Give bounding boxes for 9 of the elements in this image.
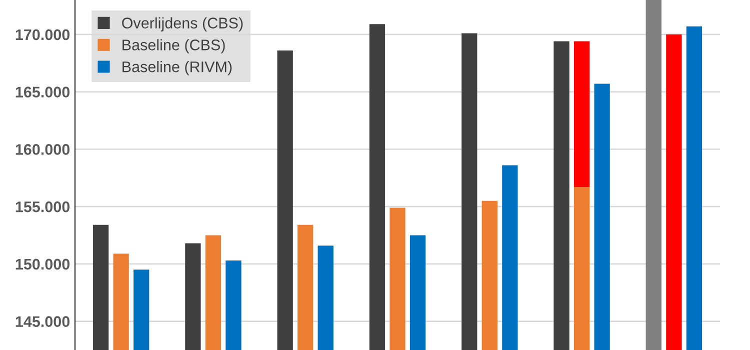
legend-label: Baseline (CBS) <box>122 39 225 54</box>
legend-label: Baseline (RIVM) <box>122 61 232 76</box>
y-tick-label: 150.000 <box>16 258 70 270</box>
y-tick-label: 145.000 <box>16 316 70 327</box>
y-tick-label: 155.000 <box>16 201 70 212</box>
y-tick-label: 170.000 <box>16 29 70 40</box>
legend-label: Overlijdens (CBS) <box>122 17 243 32</box>
y-tick-label: 165.000 <box>16 86 70 98</box>
y-tick-label: 160.000 <box>16 144 70 155</box>
